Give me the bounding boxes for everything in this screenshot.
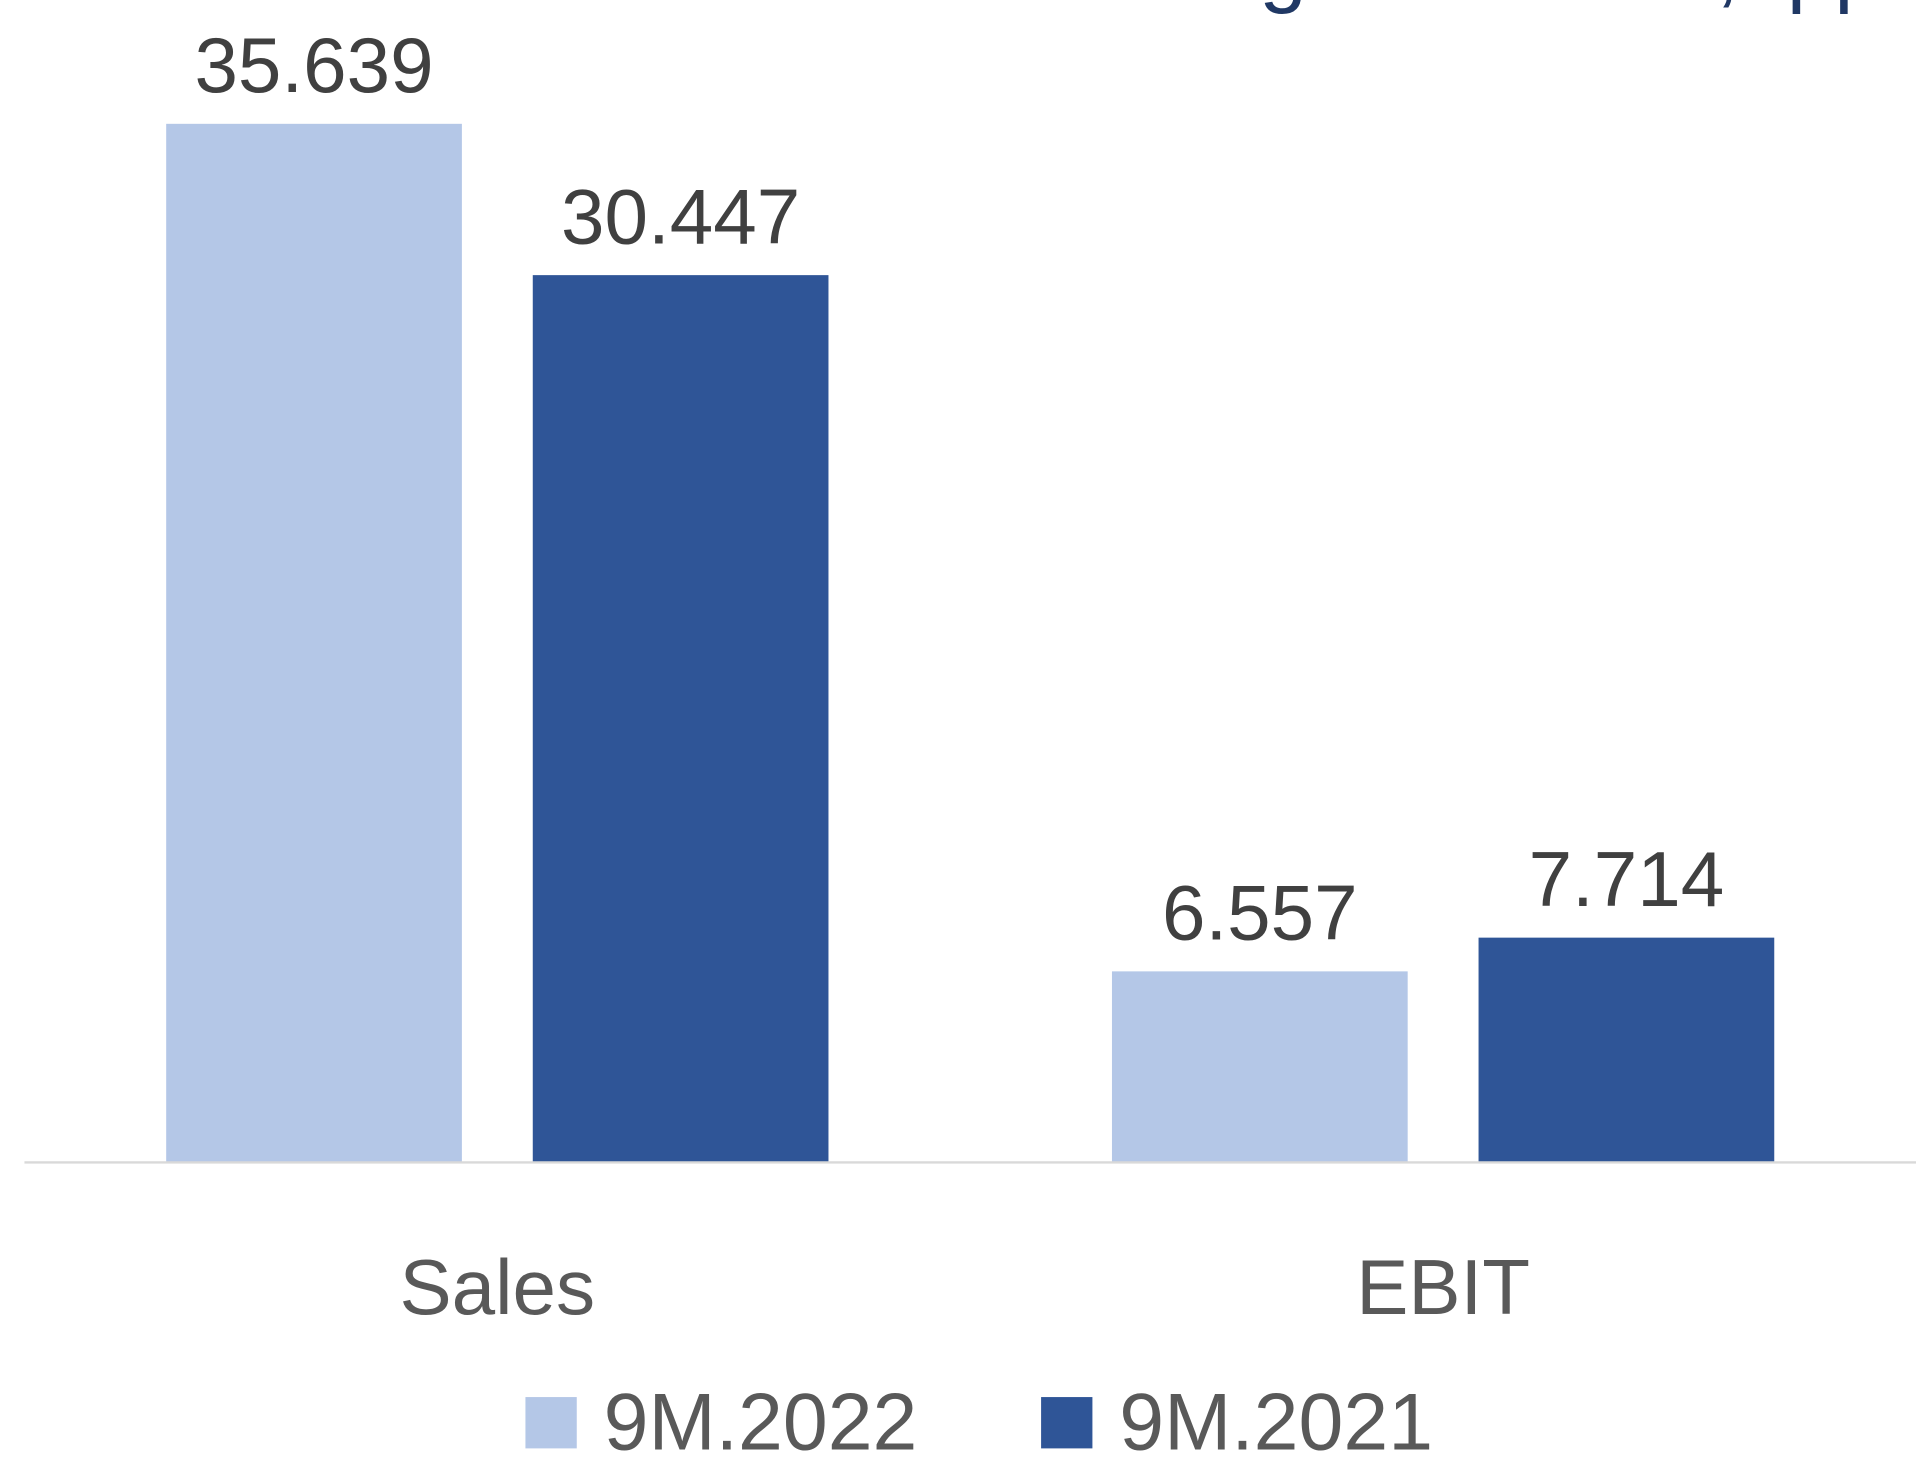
annotation: 6,0pp <box>1668 0 1882 16</box>
bar <box>1111 971 1408 1163</box>
annotation: Margin <box>1112 0 1373 16</box>
value-label: 6.557 <box>1162 869 1358 957</box>
x-tick-label: Sales <box>400 1243 596 1331</box>
bar <box>532 275 829 1163</box>
legend-swatch <box>1041 1397 1093 1449</box>
value-label: 7.714 <box>1529 835 1725 923</box>
bar <box>166 123 462 1163</box>
value-label: 35.639 <box>194 21 433 109</box>
legend-label: 9M.2021 <box>1119 1378 1433 1461</box>
legend-swatch <box>525 1397 577 1449</box>
legend-label: 9M.2022 <box>604 1378 918 1461</box>
value-label: 30.447 <box>561 172 800 260</box>
bar <box>1478 937 1775 1163</box>
x-tick-label: EBIT <box>1356 1243 1530 1331</box>
